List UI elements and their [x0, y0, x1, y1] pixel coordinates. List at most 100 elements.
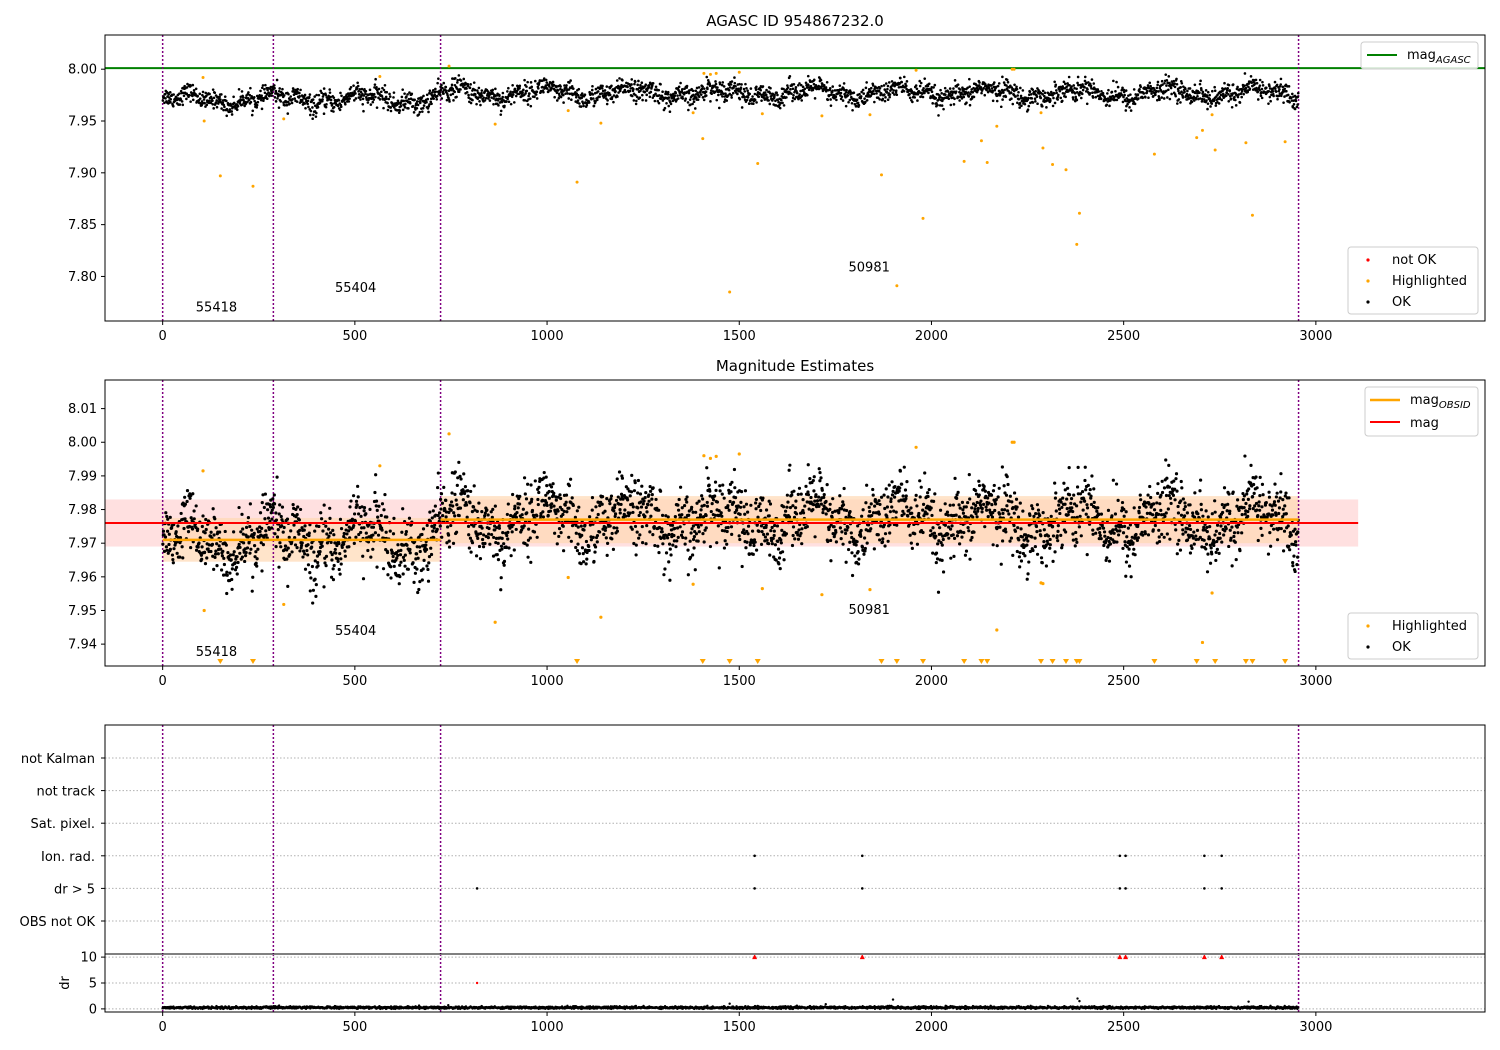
ok-point [649, 503, 654, 507]
ok-point [1053, 92, 1056, 95]
ok-point [1200, 88, 1203, 92]
ok-point [819, 476, 823, 480]
ok-point [277, 89, 281, 93]
ok-point [1072, 84, 1076, 87]
ok-point [1292, 102, 1296, 106]
ok-point [813, 499, 817, 503]
ok-point [353, 519, 358, 523]
ok-point [1015, 101, 1019, 105]
ok-point [650, 493, 654, 497]
ok-point [717, 566, 721, 570]
ok-point [298, 528, 302, 532]
ok-point [182, 526, 186, 531]
ok-point [976, 88, 980, 91]
ok-point [578, 102, 581, 105]
ok-point [287, 535, 291, 539]
ok-point [238, 545, 242, 550]
ok-point [562, 89, 566, 92]
highlighted-point [820, 114, 824, 118]
ok-point [882, 493, 886, 497]
ok-point [432, 97, 436, 100]
ok-point [510, 530, 514, 534]
highlighted-point [708, 72, 712, 76]
ok-point [785, 493, 789, 497]
ok-point [320, 91, 323, 95]
ok-point [511, 83, 514, 87]
ok-point [845, 88, 848, 92]
ok-point [1296, 103, 1299, 106]
ok-point [888, 531, 892, 535]
ok-point [636, 491, 640, 495]
ok-point [276, 97, 279, 100]
ok-point [1169, 86, 1173, 90]
ok-point [857, 557, 861, 561]
ok-point [704, 94, 708, 97]
ok-point [230, 567, 234, 571]
ok-point [934, 96, 938, 100]
ok-point [185, 489, 190, 493]
ok-point [404, 102, 407, 106]
ok-point [397, 582, 401, 586]
chart-title: Magnitude Estimates [716, 357, 874, 375]
ok-point [900, 482, 904, 486]
ok-point [352, 99, 356, 102]
ok-point [791, 87, 795, 91]
ok-point [402, 99, 406, 103]
ok-point [937, 98, 941, 101]
ok-point [1036, 102, 1039, 106]
ok-point [799, 492, 803, 496]
ok-point [878, 97, 881, 101]
ok-point [982, 87, 985, 90]
ok-point [303, 524, 307, 528]
ok-point [403, 553, 407, 557]
ok-point [241, 96, 245, 99]
ok-point [389, 109, 393, 113]
ok-point [1097, 90, 1101, 93]
ok-point [848, 510, 852, 514]
ok-point [436, 485, 440, 490]
ok-point [1006, 80, 1010, 84]
ok-point [1167, 75, 1171, 78]
ok-point [285, 517, 290, 521]
ok-point [357, 532, 361, 537]
ok-point [1243, 84, 1246, 88]
ok-point [579, 105, 583, 108]
ok-point [346, 529, 351, 533]
ok-point [317, 524, 321, 529]
ok-point [957, 95, 960, 99]
ok-point [1158, 98, 1161, 102]
ok-point [455, 503, 459, 507]
ok-point [687, 513, 691, 517]
ok-point [584, 539, 589, 544]
ok-point [987, 86, 991, 90]
ok-point [527, 527, 531, 531]
ok-point [878, 538, 882, 542]
ok-point [619, 87, 623, 90]
ok-point [706, 476, 710, 480]
ok-point [260, 86, 264, 90]
ok-point [585, 103, 589, 107]
ok-point [1279, 83, 1283, 86]
ok-point [770, 525, 774, 530]
ok-point [841, 503, 846, 507]
ok-point [863, 97, 866, 100]
ok-point [1175, 102, 1179, 105]
ok-point [561, 512, 565, 517]
ok-point [268, 94, 271, 98]
ok-point [818, 479, 822, 483]
ok-point [385, 90, 389, 94]
ok-point [433, 504, 437, 508]
ok-point [557, 534, 561, 539]
ok-point [256, 100, 260, 104]
ok-point [212, 96, 216, 100]
ok-point [426, 107, 430, 110]
ok-point [713, 513, 717, 517]
ok-point [647, 86, 651, 89]
ok-point [1220, 98, 1224, 102]
ok-point [813, 97, 817, 100]
ok-point [1057, 93, 1060, 97]
ok-point [759, 524, 764, 528]
ok-point [831, 85, 835, 88]
